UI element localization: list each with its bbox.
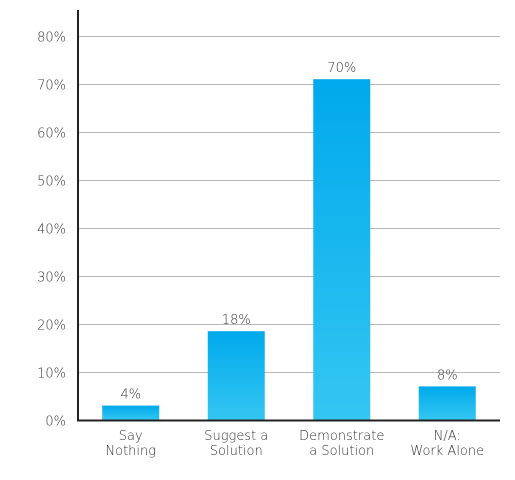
- y-tick-label: 40%: [37, 223, 66, 238]
- y-tick-label: 50%: [37, 175, 66, 190]
- y-tick-label: 30%: [37, 271, 66, 286]
- y-tick-label: 0%: [45, 415, 66, 430]
- bar-2: [313, 79, 371, 420]
- y-tick-label: 60%: [37, 127, 66, 142]
- data-label: 4%: [120, 388, 141, 403]
- category-label: a Solution: [309, 444, 374, 459]
- category-label: N/A:: [434, 429, 461, 444]
- category-label: Nothing: [105, 444, 156, 459]
- bar-1: [207, 331, 265, 420]
- category-label: Solution: [210, 444, 263, 459]
- category-label: Work Alone: [410, 444, 484, 459]
- data-label: 70%: [327, 61, 356, 76]
- category-label: Demonstrate: [299, 429, 384, 444]
- data-label: 18%: [222, 313, 251, 328]
- y-tick-label: 70%: [37, 79, 66, 94]
- y-tick-label: 10%: [37, 367, 66, 382]
- bars: [102, 79, 476, 420]
- category-label: Say: [119, 429, 143, 444]
- category-label: Suggest a: [204, 429, 268, 444]
- gridlines: [78, 36, 500, 373]
- bar-0: [102, 405, 160, 420]
- y-tick-label: 80%: [37, 31, 66, 46]
- y-tick-label: 20%: [37, 319, 66, 334]
- axes: [77, 10, 500, 422]
- data-label: 8%: [437, 368, 458, 383]
- bar-3: [418, 386, 476, 420]
